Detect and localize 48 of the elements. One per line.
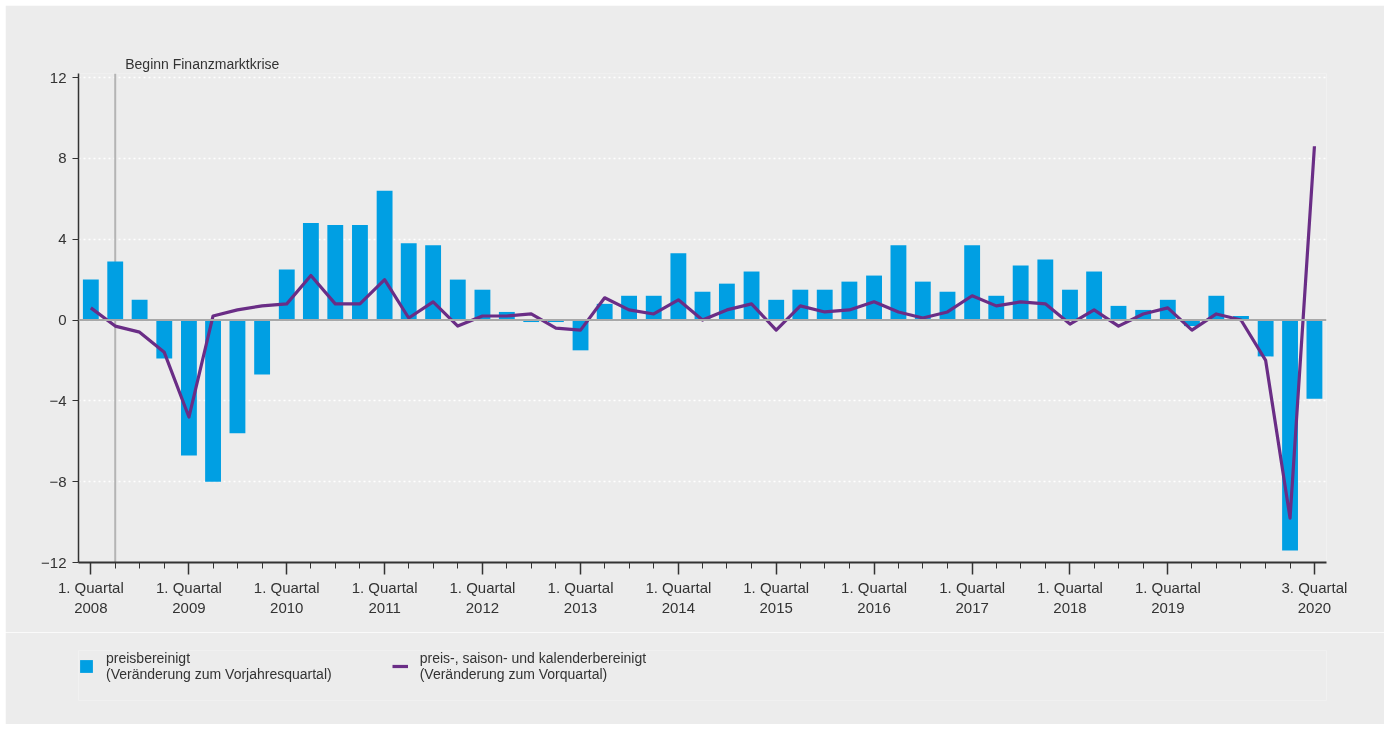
- bar: [449, 279, 466, 321]
- x-tick-label: 1. Quartal 2018: [1037, 578, 1103, 616]
- y-tick-label: −8: [49, 472, 67, 490]
- bar: [376, 190, 393, 321]
- y-tick-label: −12: [41, 553, 67, 571]
- bar: [254, 320, 271, 375]
- x-tick-label: 1. Quartal 2017: [939, 578, 1006, 616]
- y-tick-label: 12: [49, 68, 67, 86]
- x-tick-label: 1. Quartal 2009: [156, 578, 222, 616]
- bar: [229, 320, 246, 434]
- bar: [425, 245, 442, 321]
- x-tick-label: 1. Quartal 2016: [841, 578, 907, 616]
- bar: [205, 320, 221, 482]
- x-tick-label: 1. Quartal 2014: [645, 578, 712, 616]
- bar: [768, 299, 785, 321]
- bar: [1257, 320, 1274, 357]
- ref-line-label: Beginn Finanzmarktkrise: [125, 55, 280, 72]
- bar: [866, 275, 882, 321]
- y-tick-label: 8: [58, 149, 67, 167]
- bar: [1086, 271, 1103, 321]
- bar: [327, 225, 344, 321]
- bar: [1037, 259, 1054, 321]
- y-tick-label: 4: [58, 230, 67, 248]
- bar: [1062, 289, 1078, 321]
- x-tick-label: 1. Quartal 2019: [1134, 578, 1201, 616]
- x-tick-label: 1. Quartal 2012: [449, 578, 516, 616]
- x-tick-label: 1. Quartal 2015: [743, 578, 810, 616]
- bar: [82, 279, 99, 321]
- x-tick-label: 1. Quartal 2013: [547, 578, 614, 616]
- bar: [107, 261, 124, 321]
- legend-label: preisbereinigt (Veränderung zum Vorjahresquartal): [106, 650, 332, 682]
- bar: [400, 243, 417, 321]
- legend-label: preis-, saison- und kalenderbereinigt (Veränderung zum Vorquartal): [419, 650, 647, 682]
- bar: [1012, 265, 1029, 321]
- x-tick-label: 1. Quartal 2010: [253, 578, 320, 616]
- x-tick-label: 1. Quartal 2008: [57, 578, 124, 616]
- bar: [181, 320, 197, 456]
- bar: [1306, 320, 1323, 399]
- bar: [131, 299, 148, 321]
- x-tick-label: 3. Quartal 2020: [1281, 578, 1348, 616]
- bar: [302, 223, 319, 321]
- bar: [964, 245, 981, 321]
- line-series: [89, 144, 1317, 520]
- x-tick-label: 1. Quartal 2011: [351, 578, 418, 616]
- bar: [670, 253, 687, 321]
- y-tick-label: 0: [58, 311, 67, 329]
- y-tick-label: −4: [49, 391, 67, 409]
- bar: [352, 225, 368, 321]
